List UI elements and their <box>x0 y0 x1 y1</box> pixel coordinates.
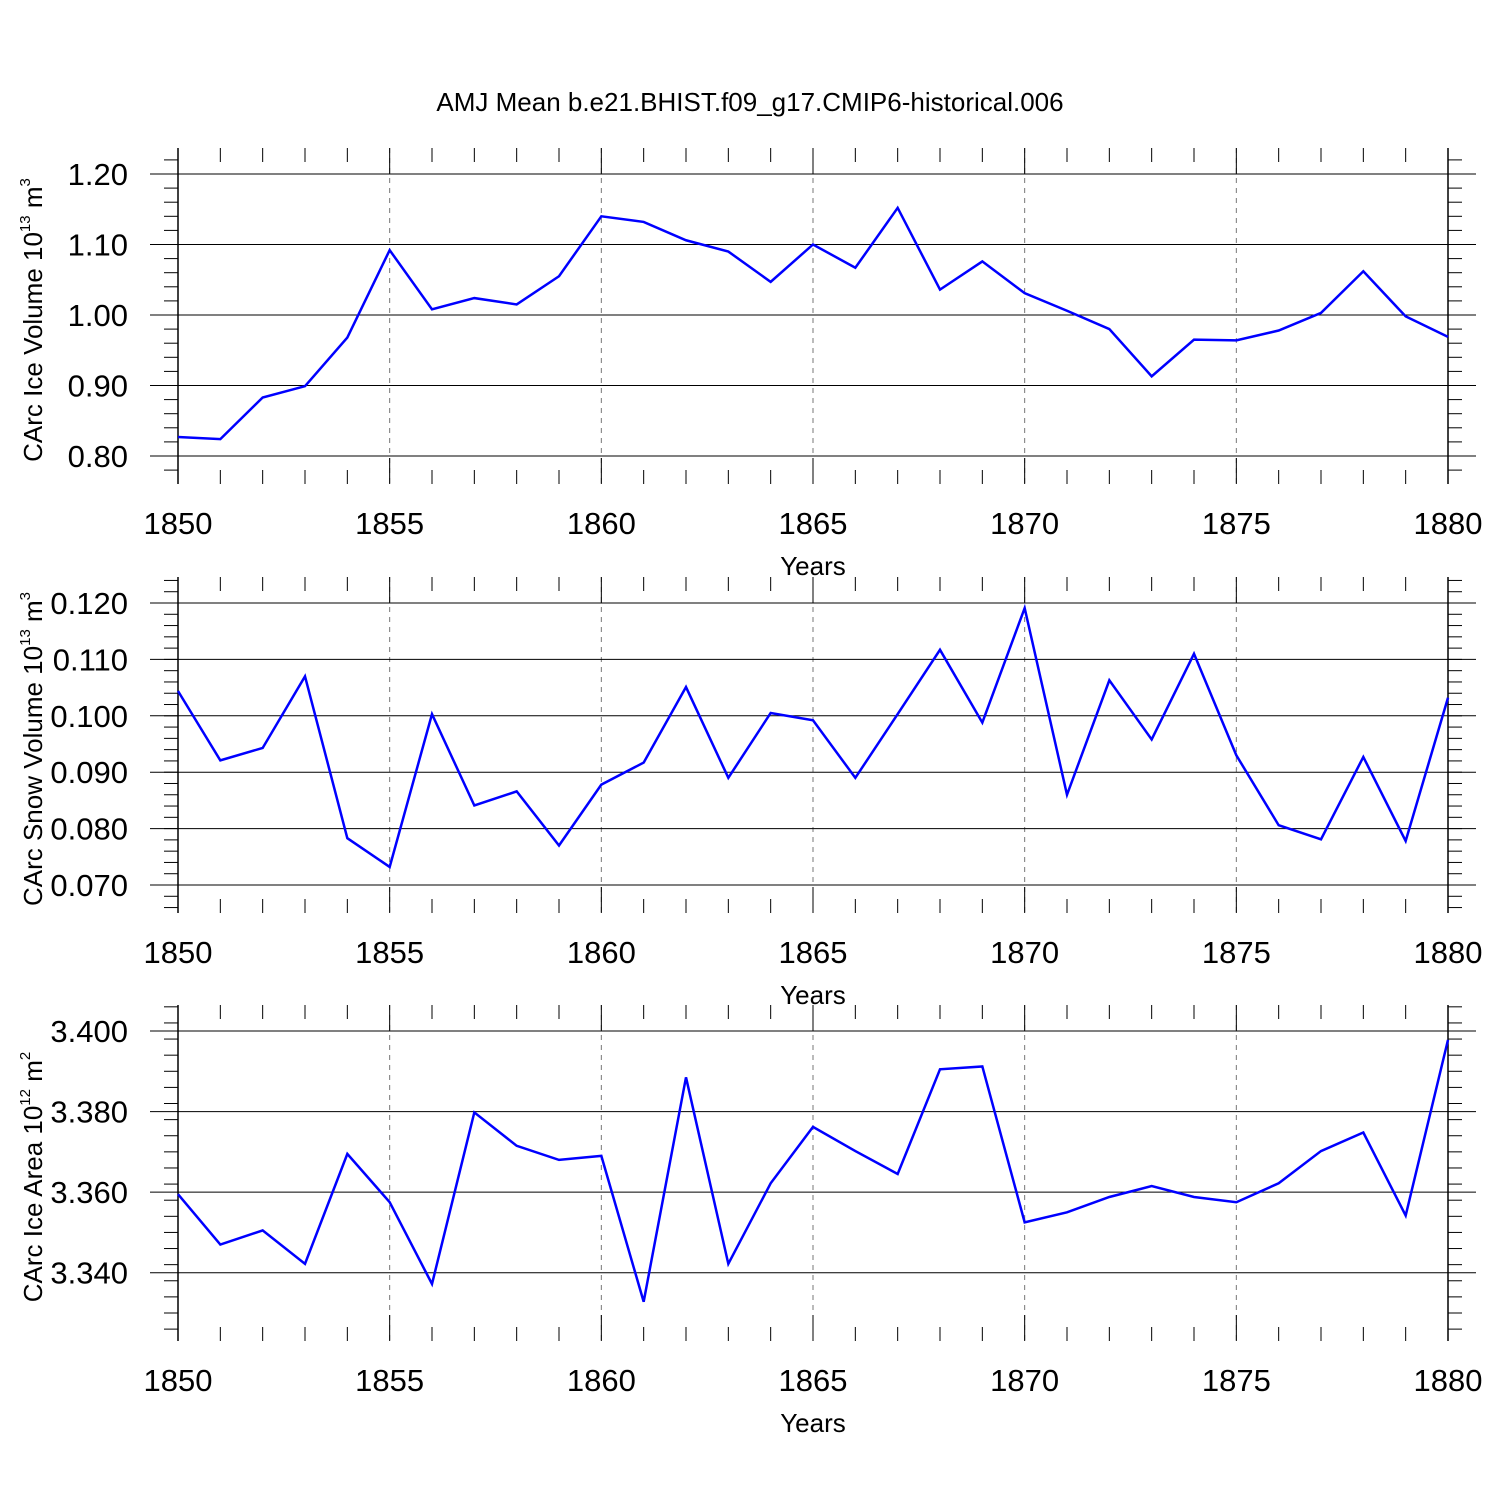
x-tick-label: 1865 <box>779 1363 848 1398</box>
chart-title: AMJ Mean b.e21.BHIST.f09_g17.CMIP6-histo… <box>436 87 1063 117</box>
y-tick-label: 3.360 <box>50 1175 128 1210</box>
x-tick-label: 1855 <box>355 1363 424 1398</box>
x-tick-label: 1860 <box>567 1363 636 1398</box>
panel-3: 1850 1855 1860 1865 1870 1875 1880 3.340 3.360 3.… <box>17 1005 1482 1438</box>
y-tick-label: 3.400 <box>50 1014 128 1049</box>
x-tick-label: 1875 <box>1202 1363 1271 1398</box>
y-axis-label: CArc Ice Volume 1013 m3 <box>17 178 48 462</box>
y-tick-label: 3.380 <box>50 1095 128 1130</box>
y-tick-label: 0.100 <box>50 699 128 734</box>
y-tick-label: 0.90 <box>68 369 128 404</box>
y-tick-label: 0.090 <box>50 755 128 790</box>
y-axis-label: CArc Ice Area 1012 m2 <box>17 1052 48 1302</box>
y-tick-label: 3.340 <box>50 1256 128 1291</box>
axes-frame <box>177 577 1449 913</box>
x-axis-label: Years <box>780 1408 846 1438</box>
panel-2: 1850 1855 1860 1865 1870 1875 1880 0.070 0.080 0.… <box>17 577 1482 1010</box>
x-tick-label: 1860 <box>567 935 636 970</box>
x-tick-label: 1880 <box>1414 935 1483 970</box>
y-tick-label: 0.070 <box>50 868 128 903</box>
y-tick-label: 1.20 <box>68 157 128 192</box>
y-tick-label: 0.80 <box>68 439 128 474</box>
x-tick-label: 1860 <box>567 506 636 541</box>
x-tick-label: 1850 <box>144 506 213 541</box>
y-axis-label: CArc Snow Volume 1013 m3 <box>17 592 48 906</box>
x-tick-label: 1875 <box>1202 935 1271 970</box>
x-tick-label: 1880 <box>1414 1363 1483 1398</box>
y-tick-label: 0.110 <box>53 642 128 677</box>
axes-frame <box>177 1005 1449 1341</box>
panel-1: 1850 1855 1860 1865 1870 1875 1880 0.80 0.90 1.00… <box>17 148 1482 581</box>
x-tick-label: 1850 <box>144 935 213 970</box>
x-tick-label: 1870 <box>990 1363 1059 1398</box>
x-tick-label: 1870 <box>990 506 1059 541</box>
x-tick-label: 1865 <box>779 506 848 541</box>
x-tick-label: 1870 <box>990 935 1059 970</box>
x-tick-label: 1855 <box>355 935 424 970</box>
x-tick-label: 1850 <box>144 1363 213 1398</box>
x-tick-label: 1875 <box>1202 506 1271 541</box>
x-tick-label: 1855 <box>355 506 424 541</box>
x-axis-label: Years <box>780 551 846 581</box>
y-tick-label: 1.00 <box>68 298 128 333</box>
y-tick-label: 0.120 <box>50 586 128 621</box>
y-tick-label: 0.080 <box>50 812 128 847</box>
y-tick-label: 1.10 <box>68 228 128 263</box>
x-tick-label: 1865 <box>779 935 848 970</box>
x-tick-label: 1880 <box>1414 506 1483 541</box>
